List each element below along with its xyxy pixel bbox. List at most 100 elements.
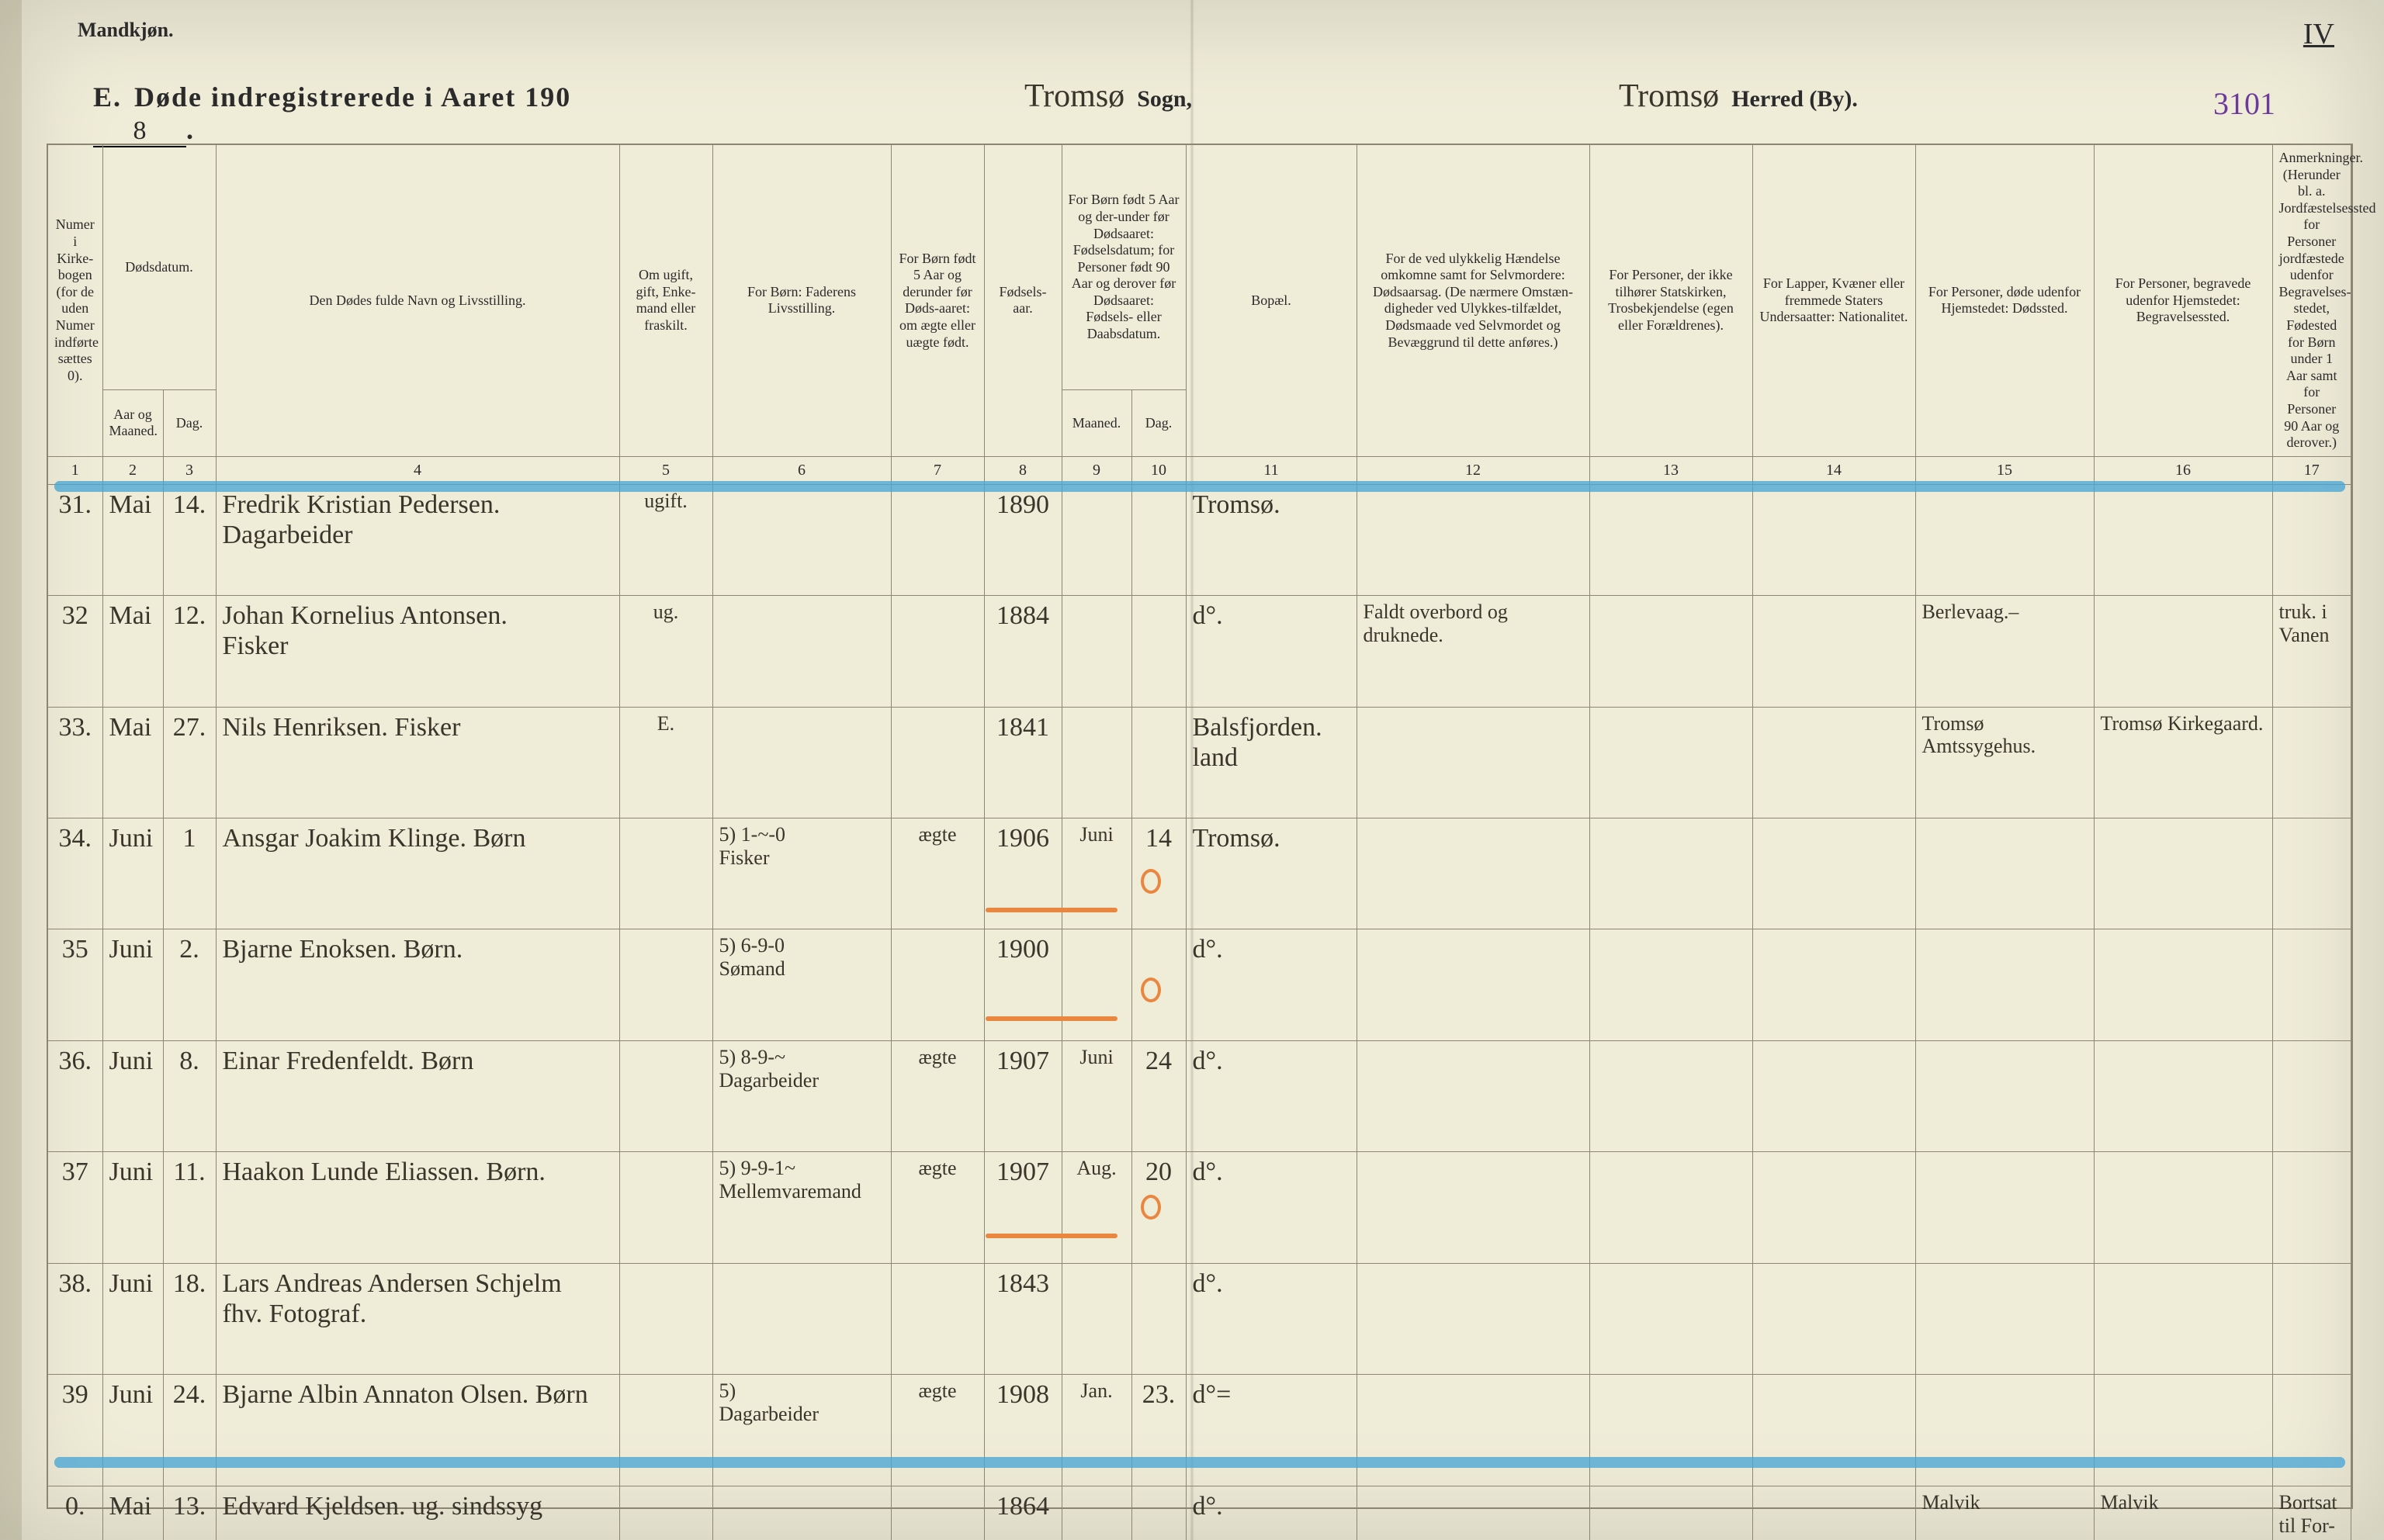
- cell-month: Juni: [102, 1152, 163, 1263]
- cell-residence: Tromsø.: [1186, 484, 1357, 595]
- col-6-header: For Børn: Faderens Livsstilling.: [712, 145, 891, 456]
- cell-father: [712, 707, 891, 818]
- cell-remarks: Bortsat til For-pleining i Malvik.: [2272, 1486, 2351, 1540]
- cell-birthyear: 1843: [984, 1263, 1062, 1374]
- title-year: 8: [93, 116, 186, 147]
- cell-month: Juni: [102, 1040, 163, 1151]
- cell-burialplace: [2094, 596, 2272, 707]
- table-row: 33.Mai27.Nils Henriksen. FiskerE.1841Bal…: [48, 707, 2351, 818]
- cell-bmonth: [1062, 1486, 1131, 1540]
- table-row: 38.Juni18.Lars Andreas Andersen Schjelm …: [48, 1263, 2351, 1374]
- cell-civil: ugift.: [619, 484, 712, 595]
- cell-remarks: [2272, 707, 2351, 818]
- cell-legit: [891, 1486, 984, 1540]
- cell-month: Mai: [102, 596, 163, 707]
- cell-deathplace: [1915, 1152, 2094, 1263]
- cell-civil: [619, 818, 712, 929]
- cell-name: Einar Fredenfeldt. Børn: [216, 1040, 619, 1151]
- cell-father: 5) 1-~-0 Fisker: [712, 818, 891, 929]
- cell-month: Juni: [102, 1375, 163, 1486]
- col-11-header: Bopæl.: [1186, 145, 1357, 456]
- register-table-frame: Numer i Kirke-bogen (for de uden Numer i…: [47, 144, 2353, 1509]
- cell-legit: [891, 484, 984, 595]
- cell-month: Juni: [102, 929, 163, 1040]
- cell-birthyear: 1908: [984, 1375, 1062, 1486]
- table-head: Numer i Kirke-bogen (for de uden Numer i…: [48, 145, 2351, 484]
- cell-residence: d°.: [1186, 596, 1357, 707]
- cell-residence: d°=: [1186, 1375, 1357, 1486]
- cell-no: 34.: [48, 818, 102, 929]
- title-prefix: E.: [93, 81, 122, 112]
- cell-father: 5) 8-9-~ Dagarbeider: [712, 1040, 891, 1151]
- cell-cause: [1357, 1152, 1589, 1263]
- cell-remarks: [2272, 1375, 2351, 1486]
- cell-nat: [1752, 1040, 1915, 1151]
- cell-residence: d°.: [1186, 929, 1357, 1040]
- col-2-header: Dødsdatum.: [102, 145, 216, 389]
- cell-birthyear: 1864: [984, 1486, 1062, 1540]
- table-row: 36.Juni8.Einar Fredenfeldt. Børn5) 8-9-~…: [48, 1040, 2351, 1151]
- cell-name: Johan Kornelius Antonsen. Fisker: [216, 596, 619, 707]
- cell-no: 0.: [48, 1486, 102, 1540]
- herred-value: Tromsø: [1619, 78, 1719, 114]
- cell-name: Ansgar Joakim Klinge. Børn: [216, 818, 619, 929]
- colnum: 14: [1752, 456, 1915, 484]
- colnum: 7: [891, 456, 984, 484]
- cell-residence: d°.: [1186, 1152, 1357, 1263]
- cell-birthyear: 1884: [984, 596, 1062, 707]
- cell-name: Bjarne Enoksen. Børn.: [216, 929, 619, 1040]
- cell-nat: [1752, 707, 1915, 818]
- cell-nat: [1752, 484, 1915, 595]
- cell-remarks: [2272, 1040, 2351, 1151]
- cell-deathplace: Berlevaag.–: [1915, 596, 2094, 707]
- cell-month: Mai: [102, 707, 163, 818]
- cell-name: Nils Henriksen. Fisker: [216, 707, 619, 818]
- cell-month: Mai: [102, 484, 163, 595]
- orange-underline: [986, 1016, 1118, 1021]
- cell-faith: [1589, 596, 1752, 707]
- col-17-header: Anmerkninger. (Herunder bl. a. Jordfæste…: [2272, 145, 2351, 456]
- cell-birthyear: 1890: [984, 484, 1062, 595]
- cell-faith: [1589, 929, 1752, 1040]
- colnum: 8: [984, 456, 1062, 484]
- cell-birthyear: 1900: [984, 929, 1062, 1040]
- orange-circle: [1141, 869, 1161, 894]
- cell-nat: [1752, 596, 1915, 707]
- cell-no: 36.: [48, 1040, 102, 1151]
- col-9-10-header: For Børn født 5 Aar og der-under før Død…: [1062, 145, 1186, 389]
- cell-burialplace: [2094, 1152, 2272, 1263]
- cell-no: 37: [48, 1152, 102, 1263]
- cell-bmonth: Juni: [1062, 818, 1131, 929]
- cell-cause: [1357, 929, 1589, 1040]
- cell-bday: [1131, 484, 1186, 595]
- col-5-header: Om ugift, gift, Enke-mand eller fraskilt…: [619, 145, 712, 456]
- cell-nat: [1752, 1152, 1915, 1263]
- colnum: 17: [2272, 456, 2351, 484]
- cell-day: 18.: [163, 1263, 216, 1374]
- cell-civil: ug.: [619, 596, 712, 707]
- cell-month: Juni: [102, 1263, 163, 1374]
- cell-bmonth: Jan.: [1062, 1375, 1131, 1486]
- cell-bday: [1131, 1263, 1186, 1374]
- col-4-header: Den Dødes fulde Navn og Livsstilling.: [216, 145, 619, 456]
- orange-circle: [1141, 1195, 1161, 1220]
- cell-father: 5) 9-9-1~ Mellemvaremand: [712, 1152, 891, 1263]
- table-row: 35Juni2.Bjarne Enoksen. Børn.5) 6-9-0 Sø…: [48, 929, 2351, 1040]
- cell-name: Haakon Lunde Eliassen. Børn.: [216, 1152, 619, 1263]
- cell-father: 5) 6-9-0 Sømand: [712, 929, 891, 1040]
- colnum: 9: [1062, 456, 1131, 484]
- cell-bmonth: [1062, 484, 1131, 595]
- herred-label: Herred (By).: [1731, 86, 1858, 112]
- cell-day: 13.: [163, 1486, 216, 1540]
- cell-bday: [1131, 1486, 1186, 1540]
- cell-legit: ægte: [891, 1040, 984, 1151]
- gender-label: Mandkjøn.: [78, 19, 174, 42]
- cell-nat: [1752, 1486, 1915, 1540]
- cell-father: [712, 596, 891, 707]
- cell-deathplace: Tromsø Amtssygehus.: [1915, 707, 2094, 818]
- col-15-header: For Personer, døde udenfor Hjemstedet: D…: [1915, 145, 2094, 456]
- register-table: Numer i Kirke-bogen (for de uden Numer i…: [48, 145, 2351, 1540]
- cell-father: 5) Dagarbeider: [712, 1375, 891, 1486]
- col-12-header: For de ved ulykkelig Hændelse omkomne sa…: [1357, 145, 1589, 456]
- cell-legit: ægte: [891, 1375, 984, 1486]
